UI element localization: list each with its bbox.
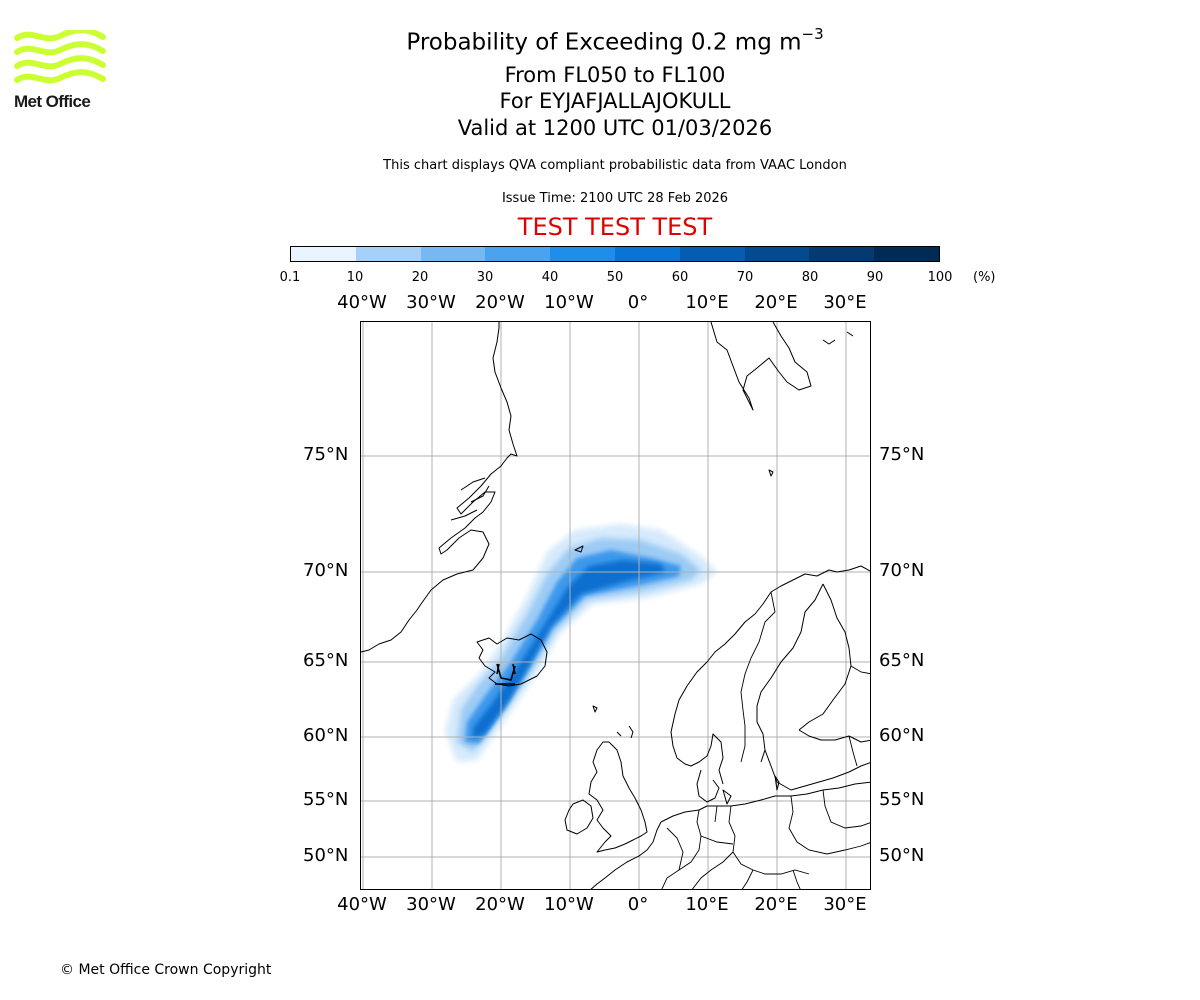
chart-description: This chart displays QVA compliant probab… (383, 158, 847, 173)
great-britain-coast (588, 741, 648, 853)
colorbar-segment (420, 247, 486, 261)
longitude-label: 20°E (754, 894, 798, 915)
latitude-label: 50°N (303, 845, 349, 866)
latitude-label: 70°N (303, 560, 349, 581)
denmark-coast (696, 769, 732, 805)
longitude-label: 40°W (337, 894, 387, 915)
chart-title: Probability of Exceeding 0.2 mg m−3 (315, 25, 915, 56)
ash-plume-band-70 (473, 560, 665, 738)
chart-title-exponent: −3 (801, 25, 824, 43)
iceland-coast (476, 633, 548, 687)
longitude-label: 30°E (823, 292, 867, 313)
eyjafjallajokull-marker (495, 663, 516, 685)
met-office-logo: Met Office (14, 27, 106, 112)
ash-plume (445, 524, 717, 762)
russia-border (848, 665, 870, 767)
jan-mayen (574, 545, 584, 553)
latitude-label: 65°N (879, 650, 925, 671)
colorbar-segment (874, 247, 939, 261)
ash-plume-band-30 (457, 538, 701, 752)
coastlines (361, 322, 870, 889)
longitude-label: 30°W (406, 894, 456, 915)
test-banner: TEST TEST TEST (517, 213, 713, 241)
longitude-label: 20°W (475, 894, 525, 915)
svalbard-island (822, 331, 854, 345)
longitude-label: 10°W (544, 292, 594, 313)
low-countries-coast (590, 821, 662, 889)
colorbar-segment (291, 247, 356, 261)
latitude-label: 55°N (879, 789, 925, 810)
longitude-label: 30°W (406, 292, 456, 313)
longitude-label: 10°W (544, 894, 594, 915)
map-canvas (361, 322, 870, 889)
latitude-label: 70°N (879, 560, 925, 581)
norway-coast (670, 565, 870, 785)
colorbar-segment (744, 247, 810, 261)
longitude-label: 40°W (337, 292, 387, 313)
central-europe-borders (666, 805, 734, 889)
colorbar-segment (485, 247, 551, 261)
colorbar-segment (809, 247, 875, 261)
longitude-label: 30°E (823, 894, 867, 915)
colorbar-tick-label: 100 (927, 270, 953, 285)
probability-colorbar (290, 246, 940, 262)
colorbar-tick-label: 60 (671, 270, 689, 285)
colorbar-tick-label: 10 (346, 270, 364, 285)
colorbar-tick-label: 90 (866, 270, 884, 285)
latitude-label: 75°N (879, 444, 925, 465)
colorbar-tick-label: 0.1 (279, 270, 301, 285)
colorbar-tick-label: 20 (411, 270, 429, 285)
continental-coast (660, 781, 870, 823)
volcano-name: For EYJAFJALLAJOKULL (499, 89, 731, 113)
valid-time: Valid at 1200 UTC 01/03/2026 (457, 116, 773, 140)
eastern-europe-borders (661, 789, 870, 889)
copyright-notice: © Met Office Crown Copyright (60, 962, 272, 978)
issue-time: Issue Time: 2100 UTC 28 Feb 2026 (501, 191, 729, 206)
svalbard-coast (710, 322, 812, 411)
graticule (361, 322, 870, 889)
colorbar-segment (355, 247, 421, 261)
longitude-label: 20°W (475, 292, 525, 313)
colorbar-segment (679, 247, 745, 261)
ireland-coast (564, 799, 594, 835)
colorbar-unit: (%) (973, 270, 996, 285)
colorbar-tick-label: 70 (736, 270, 754, 285)
colorbar-tick-label: 80 (801, 270, 819, 285)
longitude-label: 0° (627, 894, 649, 915)
colorbar-tick-label: 40 (541, 270, 559, 285)
country-borders (661, 591, 870, 889)
colorbar-tick-label: 30 (476, 270, 494, 285)
latitude-label: 50°N (879, 845, 925, 866)
latitude-label: 60°N (879, 725, 925, 746)
gotland (774, 775, 780, 791)
logo-wordmark: Met Office (14, 92, 91, 111)
longitude-label: 10°E (685, 292, 729, 313)
baltic-coast (764, 749, 870, 791)
bear-island (768, 469, 774, 477)
norway-sweden-border (740, 591, 776, 763)
latitude-label: 65°N (303, 650, 349, 671)
latitude-label: 55°N (303, 789, 349, 810)
sweden-finland-border (756, 583, 852, 763)
longitude-label: 10°E (685, 894, 729, 915)
finland-coast (798, 729, 870, 743)
orkney-shetland (616, 725, 634, 739)
colorbar-tick-label: 50 (606, 270, 624, 285)
met-office-waves-icon (14, 27, 106, 84)
greenland-coast (361, 322, 518, 653)
map-panel[interactable] (360, 321, 871, 890)
latitude-label: 60°N (303, 725, 349, 746)
faroe-islands (592, 705, 598, 713)
longitude-label: 0° (627, 292, 649, 313)
latitude-label: 75°N (303, 444, 349, 465)
greenland-fjords (450, 477, 490, 521)
longitude-label: 20°E (754, 292, 798, 313)
colorbar-segment (614, 247, 680, 261)
colorbar-segment (550, 247, 615, 261)
flight-level-range: From FL050 to FL100 (504, 63, 726, 87)
chart-title-text: Probability of Exceeding 0.2 mg m (406, 29, 802, 56)
